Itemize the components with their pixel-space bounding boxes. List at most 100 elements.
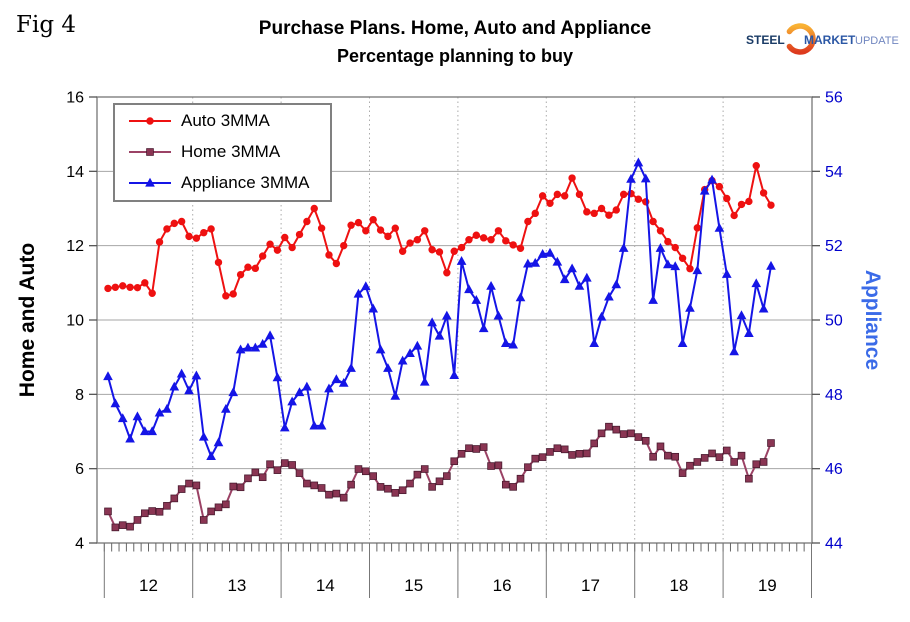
circle-marker [612, 206, 620, 214]
circle-marker [376, 226, 385, 234]
circle-marker [251, 264, 260, 273]
triangle-marker [346, 363, 356, 372]
square-marker [708, 449, 716, 458]
circle-marker [340, 241, 348, 250]
triangle-marker [198, 431, 209, 441]
x-year-label: 19 [758, 576, 777, 595]
square-marker [369, 472, 377, 480]
circle-marker [723, 194, 731, 203]
triangle-marker [744, 328, 754, 337]
y-axis-ticks: 16 14 12 10 8 6 4 56 54 52 50 48 46 44 [66, 90, 843, 553]
circle-marker [752, 162, 760, 170]
triangle-marker [419, 376, 430, 386]
chart-title-line1: Purchase Plans. Home, Auto and Appliance [258, 18, 652, 39]
circle-marker [398, 247, 407, 255]
circle-marker [303, 217, 311, 226]
left-y-tick-label: 10 [66, 313, 84, 330]
circle-marker [236, 270, 245, 279]
triangle-marker [360, 281, 371, 291]
triangle-marker [243, 342, 253, 352]
triangle-marker [640, 173, 651, 183]
triangle-marker [287, 396, 297, 406]
triangle-marker [471, 295, 482, 304]
square-marker [295, 469, 304, 477]
circle-marker [745, 197, 753, 206]
triangle-marker [766, 260, 776, 270]
square-marker [605, 422, 613, 431]
auto-3mma-series [104, 162, 775, 300]
circle-marker [730, 211, 738, 220]
circle-marker [671, 243, 679, 252]
triangle-marker [714, 222, 725, 232]
circle-marker [325, 251, 333, 259]
circle-marker [619, 190, 628, 199]
legend-item-auto: Auto 3MMA [115, 105, 330, 136]
triangle-marker [721, 269, 732, 278]
left-y-tick-label: 6 [75, 461, 84, 478]
square-marker [693, 458, 702, 466]
square-marker [767, 439, 775, 447]
legend-box: Auto 3MMA Home 3MMA Appliance 3MMA [113, 103, 332, 202]
circle-marker [664, 237, 672, 246]
chart-title-line2: Percentage planning to buy [336, 46, 574, 66]
square-marker [420, 465, 429, 473]
triangle-marker [493, 310, 504, 320]
circle-marker [214, 258, 223, 267]
circle-marker [119, 282, 127, 290]
square-marker [597, 429, 606, 438]
triangle-marker [663, 259, 673, 269]
square-marker [163, 502, 171, 510]
circle-marker [281, 233, 289, 242]
triangle-marker [567, 263, 577, 273]
right-y-tick-label: 46 [825, 461, 843, 478]
triangle-marker [390, 390, 401, 400]
circle-marker [759, 189, 768, 197]
circle-marker [148, 289, 156, 297]
circle-marker [185, 232, 193, 241]
x-year-label: 18 [669, 576, 688, 595]
square-marker [362, 467, 370, 476]
square-marker [207, 507, 215, 516]
series-line [107, 161, 772, 458]
square-marker [146, 147, 154, 156]
square-marker [332, 489, 341, 498]
triangle-marker [574, 280, 585, 290]
square-marker [148, 507, 156, 515]
triangle-marker [515, 292, 526, 302]
left-axis-title: Home and Auto [16, 242, 39, 398]
square-marker [678, 469, 687, 477]
circle-marker [141, 279, 149, 287]
triangle-marker [604, 291, 614, 301]
circle-marker [421, 227, 429, 235]
triangle-marker [139, 426, 150, 436]
square-marker [752, 460, 761, 469]
triangle-marker [500, 338, 511, 348]
square-marker [494, 461, 503, 470]
circle-marker [413, 236, 422, 244]
triangle-marker [707, 174, 717, 184]
triangle-marker [257, 338, 268, 348]
square-marker [479, 443, 488, 451]
square-marker [155, 507, 164, 516]
square-marker [560, 445, 569, 454]
circle-marker [347, 221, 355, 229]
square-marker [133, 516, 142, 524]
square-marker [428, 483, 436, 491]
x-year-label: 15 [404, 576, 423, 595]
triangle-marker [272, 372, 283, 382]
triangle-marker [523, 258, 533, 268]
triangle-marker [316, 420, 327, 430]
circle-marker [553, 190, 562, 199]
triangle-marker [162, 403, 172, 413]
right-y-tick-label: 56 [825, 90, 843, 107]
triangle-marker [176, 368, 187, 378]
legend-sample-auto [129, 116, 171, 125]
square-marker [656, 442, 665, 451]
square-marker [192, 481, 201, 490]
square-marker [531, 454, 540, 463]
circle-marker [362, 227, 370, 235]
square-marker [516, 474, 525, 483]
circle-marker [465, 236, 473, 244]
circle-marker [634, 195, 643, 203]
triangle-marker [302, 381, 312, 391]
